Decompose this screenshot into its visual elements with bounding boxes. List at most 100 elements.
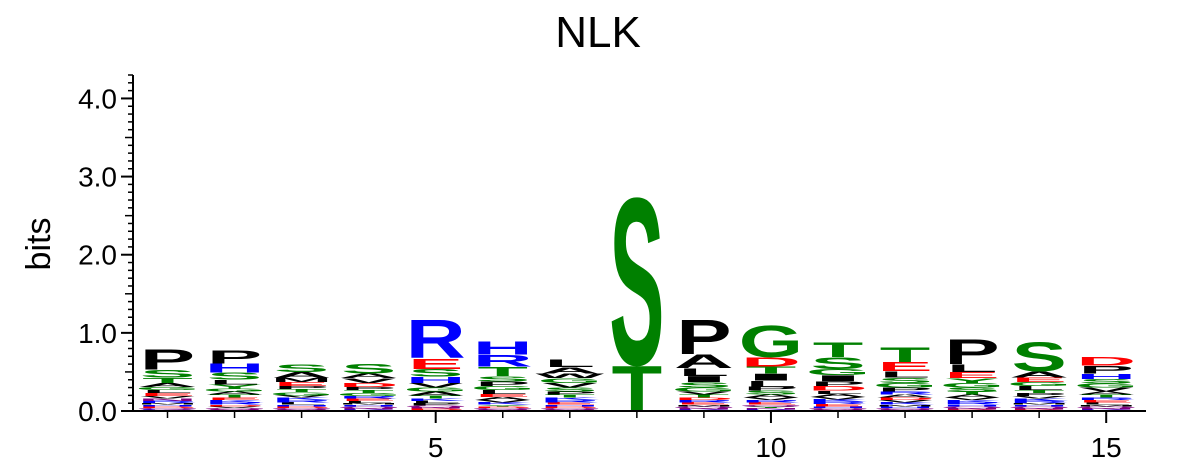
residue-glyph: A: [808, 393, 868, 398]
logo-stack: NQHERKVALDPIGST: [806, 337, 870, 411]
residue-glyph: A: [674, 350, 734, 372]
residue-glyph: R: [875, 391, 935, 396]
residue-glyph: N: [741, 408, 801, 410]
residue-glyph: V: [743, 397, 798, 401]
residue-glyph: Q: [336, 406, 400, 408]
residue-glyph: V: [274, 395, 329, 399]
logo-stack: TS: [609, 148, 664, 425]
residue-glyph: Q: [202, 408, 266, 410]
residue-glyph: A: [205, 391, 265, 396]
residue-glyph: G: [471, 385, 535, 391]
residue-glyph: S: [408, 367, 463, 379]
residue-glyph: L: [276, 402, 326, 406]
residue-glyph: N: [406, 407, 466, 409]
residue-glyph: S: [274, 362, 329, 374]
residue-glyph: A: [741, 394, 801, 399]
residue-glyph: A: [339, 372, 399, 379]
residue-glyph: P: [945, 333, 1000, 371]
residue-glyph: Q: [1074, 406, 1138, 408]
residue-glyph: N: [942, 408, 1002, 410]
residue-glyph: E: [1079, 400, 1134, 404]
residue-glyph: Q: [404, 405, 468, 407]
residue-glyph: E: [475, 393, 530, 398]
logo-stacks: KQDHMRNVELGATSPNQVDRKETAGYLSHPNQDHLRKVGT…: [135, 148, 1138, 425]
residue-glyph: S: [609, 148, 664, 415]
residue-glyph: Q: [1007, 406, 1071, 408]
residue-glyph: N: [1009, 408, 1069, 410]
residue-glyph: G: [806, 367, 870, 377]
residue-glyph: H: [205, 361, 265, 376]
residue-glyph: P: [542, 391, 597, 396]
residue-glyph: H: [942, 404, 1002, 406]
residue-glyph: E: [877, 359, 932, 374]
residue-glyph: D: [138, 406, 198, 408]
residue-glyph: M: [338, 403, 399, 405]
residue-glyph: N: [674, 408, 734, 410]
residue-glyph: V: [945, 397, 1000, 401]
residue-glyph: T: [410, 395, 461, 400]
residue-glyph: L: [746, 379, 797, 389]
residue-glyph: S: [341, 361, 396, 377]
residue-glyph: V: [676, 391, 731, 396]
residue-glyph: P: [408, 403, 463, 407]
residue-glyph: H: [1009, 404, 1069, 406]
residue-glyph: D: [674, 397, 734, 401]
residue-glyph: E: [140, 392, 195, 397]
residue-glyph: Y: [207, 384, 262, 390]
residue-glyph: H: [272, 404, 332, 406]
residue-glyph: S: [945, 387, 1000, 393]
residue-glyph: V: [542, 382, 597, 389]
logo-stack: NQHMKVDARPGSLET: [873, 342, 937, 411]
residue-glyph: V: [1079, 387, 1134, 393]
residue-glyph: K: [1009, 398, 1069, 402]
residue-glyph: P: [274, 385, 329, 390]
residue-glyph: G: [269, 392, 333, 397]
residue-glyph: I: [673, 374, 735, 384]
residue-glyph: Q: [269, 408, 333, 410]
residue-glyph: M: [271, 377, 332, 383]
residue-glyph: E: [945, 371, 1000, 381]
residue-glyph: L: [478, 389, 528, 395]
residue-glyph: A: [1076, 391, 1136, 396]
x-tick-label: 10: [755, 432, 786, 463]
residue-glyph: P: [676, 311, 731, 365]
residue-glyph: M: [1076, 404, 1137, 406]
residue-glyph: P: [877, 387, 932, 393]
y-tick-label: 3.0: [78, 162, 117, 193]
residue-glyph: L: [142, 389, 192, 394]
logo-stack: NQVDRKETAGYLSHP: [202, 347, 266, 412]
residue-glyph: R: [674, 400, 734, 404]
residue-glyph: H: [406, 375, 466, 385]
residue-glyph: H: [1076, 372, 1136, 380]
residue-glyph: S: [810, 354, 865, 372]
residue-glyph: H: [138, 404, 198, 406]
residue-glyph: T: [1014, 389, 1065, 394]
residue-glyph: D: [875, 397, 935, 401]
logo-stack: DNQHMRKVPTLGEAS: [1007, 334, 1071, 412]
residue-glyph: A: [406, 391, 466, 397]
logo-stack: MDNQPLKTAGVHSER: [404, 309, 468, 411]
residue-glyph: T: [209, 394, 260, 399]
y-tick-label: 0.0: [78, 396, 117, 427]
residue-glyph: N: [339, 408, 399, 410]
residue-glyph: K: [205, 400, 265, 404]
residue-glyph: D: [540, 406, 600, 408]
residue-glyph: E: [1012, 376, 1067, 383]
residue-glyph: K: [540, 397, 600, 401]
residue-glyph: P: [743, 386, 798, 392]
residue-glyph: S: [140, 368, 195, 380]
residue-glyph: H: [473, 338, 533, 359]
residue-glyph: K: [473, 402, 533, 406]
residue-glyph: S: [877, 376, 932, 384]
residue-glyph: G: [672, 387, 736, 393]
residue-glyph: V: [408, 382, 463, 389]
residue-glyph: T: [746, 365, 797, 376]
residue-glyph: E: [274, 381, 329, 387]
residue-glyph: D: [808, 385, 868, 392]
residue-glyph: W: [535, 372, 604, 379]
residue-glyph: H: [339, 404, 399, 406]
y-tick-label: 2.0: [78, 240, 117, 271]
residue-glyph: A: [1009, 370, 1069, 380]
residue-glyph: D: [339, 382, 399, 388]
residue-glyph: L: [209, 379, 259, 386]
